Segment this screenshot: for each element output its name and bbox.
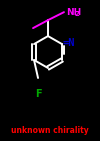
Text: unknown chirality: unknown chirality: [11, 126, 89, 135]
Text: 2: 2: [75, 11, 80, 17]
Text: =N: =N: [63, 38, 76, 48]
Text: NH: NH: [66, 8, 81, 17]
Text: F: F: [35, 89, 41, 99]
